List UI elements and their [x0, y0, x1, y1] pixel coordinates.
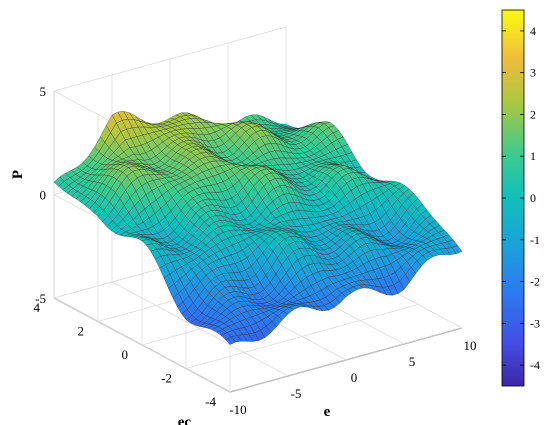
- back-grid-z: [53, 26, 287, 92]
- y-axis-label: ec: [178, 415, 192, 425]
- side-grid-z: [53, 297, 231, 393]
- x-tick-label: -10: [229, 402, 246, 417]
- surface-facet: [225, 336, 237, 345]
- colorbar-tick-label: -4: [530, 358, 540, 372]
- z-tick-label: 0: [40, 188, 47, 203]
- z-tick-label: 5: [40, 84, 47, 99]
- x-axis-label: e: [324, 404, 331, 420]
- colorbar-tick-label: -1: [530, 233, 540, 247]
- x-tick-label: 5: [409, 354, 416, 369]
- y-tick-label: -2: [161, 371, 172, 386]
- y-tick-label: 2: [78, 324, 85, 339]
- y-tick-label: 0: [122, 347, 129, 362]
- surface-mesh: [53, 111, 463, 345]
- x-tick-label: 0: [351, 370, 358, 385]
- colorbar-tick-label: -2: [530, 275, 540, 289]
- colorbar-tick-label: 3: [530, 66, 536, 80]
- floor-grid-ec: [185, 304, 419, 369]
- colorbar-tick-label: 4: [530, 24, 536, 38]
- x-tick-label: 10: [464, 338, 477, 353]
- floor-grid-ec: [229, 327, 463, 393]
- z-axis-label: P: [10, 170, 26, 179]
- colorbar-tick-label: 1: [530, 149, 536, 163]
- z-tick-label: -5: [35, 291, 46, 306]
- colorbar: -4 -3 -2 -1 0 1 2 3 4: [501, 9, 540, 387]
- x-tick-label: -5: [291, 386, 302, 401]
- colorbar-tick-label: 2: [530, 107, 536, 121]
- y-tick-label: 4: [34, 300, 41, 315]
- colorbar-tick-label: -3: [530, 316, 540, 330]
- colorbar-tick-label: 0: [530, 191, 536, 205]
- y-tick-label: -4: [205, 394, 216, 409]
